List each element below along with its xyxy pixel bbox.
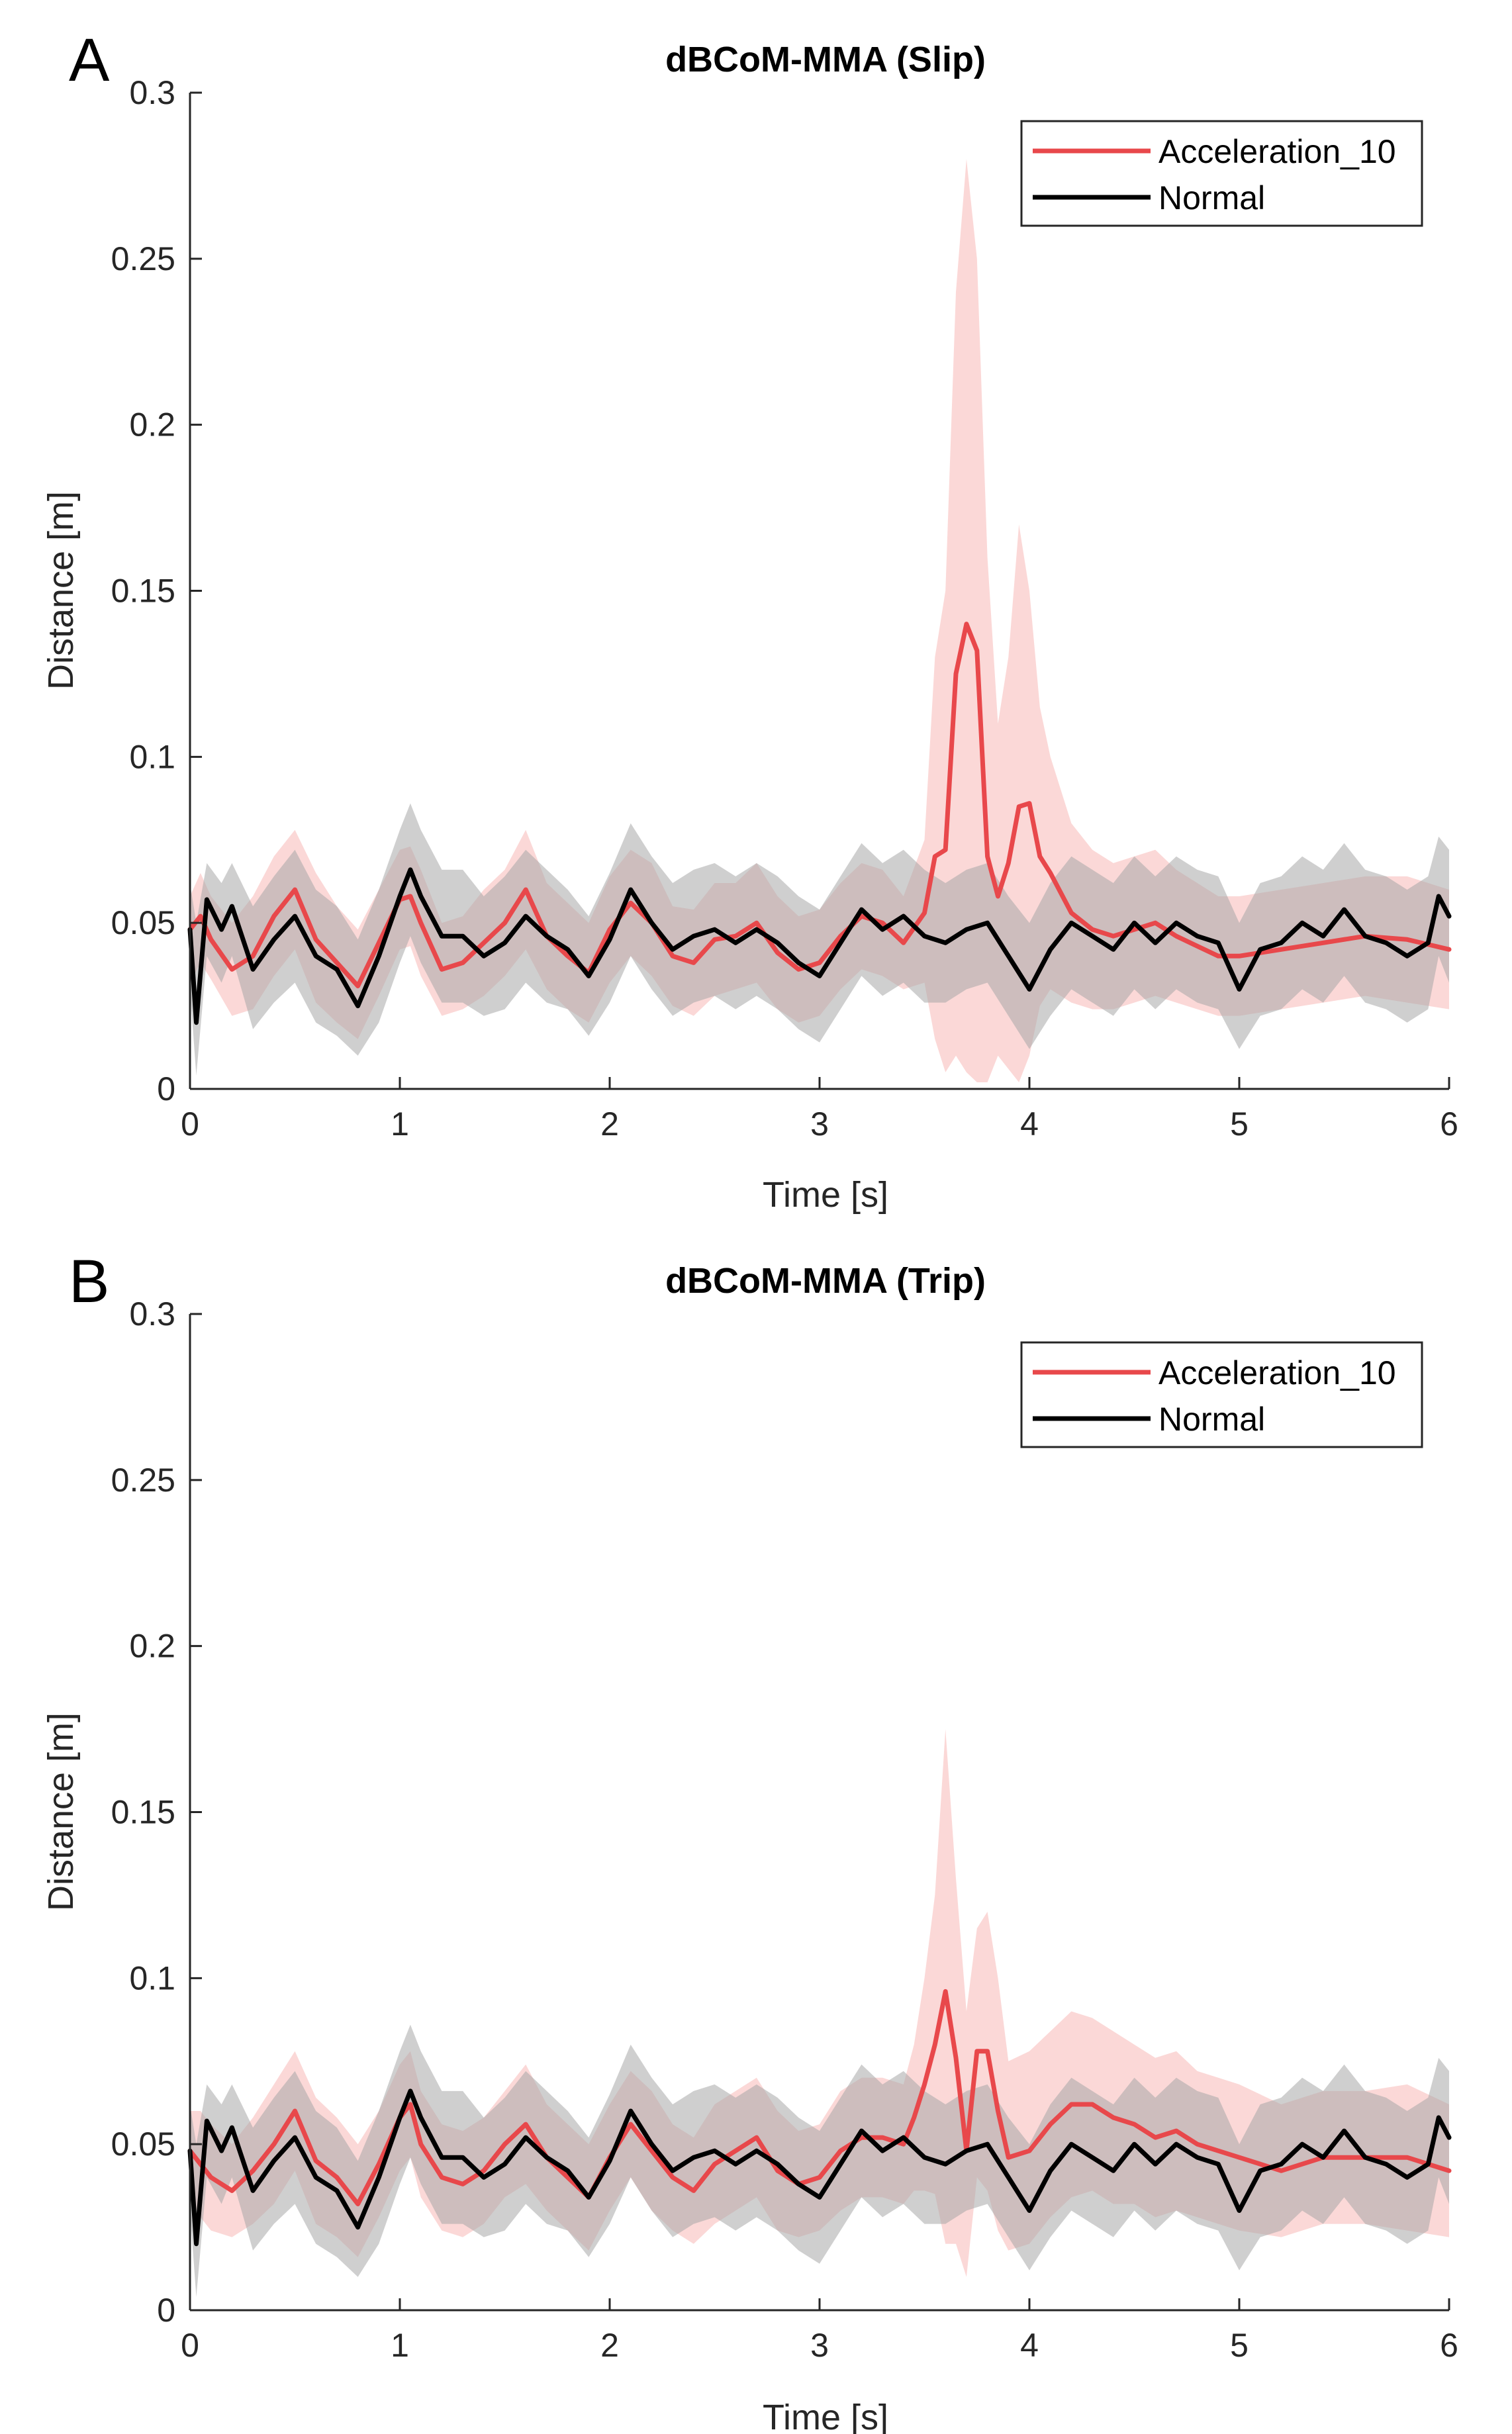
legend-label-acceleration: Acceleration_10 — [1158, 133, 1396, 170]
x-tick-labels: 0 1 2 3 4 5 6 — [181, 2327, 1458, 2364]
y-axis-label: Distance [m] — [41, 1712, 81, 1911]
series-lines — [187, 622, 1452, 1025]
y-tick-label: 0.15 — [111, 573, 175, 610]
x-tick-label: 2 — [600, 1105, 619, 1143]
x-tick-label: 5 — [1230, 1105, 1249, 1143]
y-tick-label: 0 — [157, 1070, 175, 1107]
x-tick-label: 6 — [1440, 2327, 1458, 2364]
band-normal — [190, 803, 1449, 1076]
y-tick-labels: 0 0.05 0.1 0.15 0.2 0.25 0.3 — [111, 74, 175, 1107]
x-tick-label: 1 — [391, 2327, 409, 2364]
panel-label-b: B — [69, 1248, 109, 1315]
x-axis-label: Time [s] — [763, 1175, 888, 1215]
x-tick-label: 0 — [181, 2327, 199, 2364]
line-normal — [187, 2088, 1452, 2247]
legend-box — [1020, 120, 1423, 227]
y-tick-label: 0.3 — [129, 1295, 175, 1333]
y-tick-label: 0.25 — [111, 1462, 175, 1499]
x-tick-label: 5 — [1230, 2327, 1249, 2364]
legend-label-normal: Normal — [1158, 179, 1265, 216]
y-tick-label: 0.05 — [111, 2126, 175, 2163]
axes — [189, 91, 1450, 1090]
confidence-bands — [190, 159, 1449, 1082]
y-tick-label: 0 — [157, 2292, 175, 2329]
x-tick-label: 0 — [181, 1105, 199, 1143]
y-tick-label: 0.2 — [129, 1628, 175, 1665]
line-normal — [187, 867, 1452, 1025]
x-tick-label: 1 — [391, 1105, 409, 1143]
y-tick-label: 0.2 — [129, 406, 175, 444]
chart-title: dBCoM-MMA (Slip) — [665, 40, 986, 79]
panel-label-a: A — [69, 26, 110, 94]
y-tick-labels: 0 0.05 0.1 0.15 0.2 0.25 0.3 — [111, 1295, 175, 2329]
x-tick-label: 4 — [1020, 1105, 1039, 1143]
y-tick-label: 0.25 — [111, 240, 175, 277]
legend: Acceleration_10 Normal — [1020, 1341, 1423, 1448]
legend-label-normal: Normal — [1158, 1401, 1265, 1438]
y-tick-label: 0.3 — [129, 74, 175, 111]
x-tick-label: 6 — [1440, 1105, 1458, 1143]
axes — [189, 1313, 1450, 2312]
x-tick-labels: 0 1 2 3 4 5 6 — [181, 1105, 1458, 1143]
chart-title: dBCoM-MMA (Trip) — [665, 1261, 986, 1301]
y-axis-label: Distance [m] — [41, 491, 81, 690]
x-tick-label: 3 — [810, 1105, 829, 1143]
y-tick-label: 0.05 — [111, 904, 175, 941]
series-lines — [187, 1989, 1452, 2247]
legend: Acceleration_10 Normal — [1020, 120, 1423, 227]
legend-label-acceleration: Acceleration_10 — [1158, 1354, 1396, 1391]
band-normal — [190, 2024, 1449, 2297]
x-axis-label: Time [s] — [763, 2398, 888, 2434]
legend-box — [1020, 1341, 1423, 1448]
y-tick-label: 0.1 — [129, 1959, 175, 1996]
x-tick-label: 3 — [810, 2327, 829, 2364]
y-tick-label: 0.15 — [111, 1794, 175, 1831]
confidence-bands — [190, 1729, 1449, 2297]
y-tick-label: 0.1 — [129, 738, 175, 775]
x-tick-label: 2 — [600, 2327, 619, 2364]
x-tick-label: 4 — [1020, 2327, 1039, 2364]
